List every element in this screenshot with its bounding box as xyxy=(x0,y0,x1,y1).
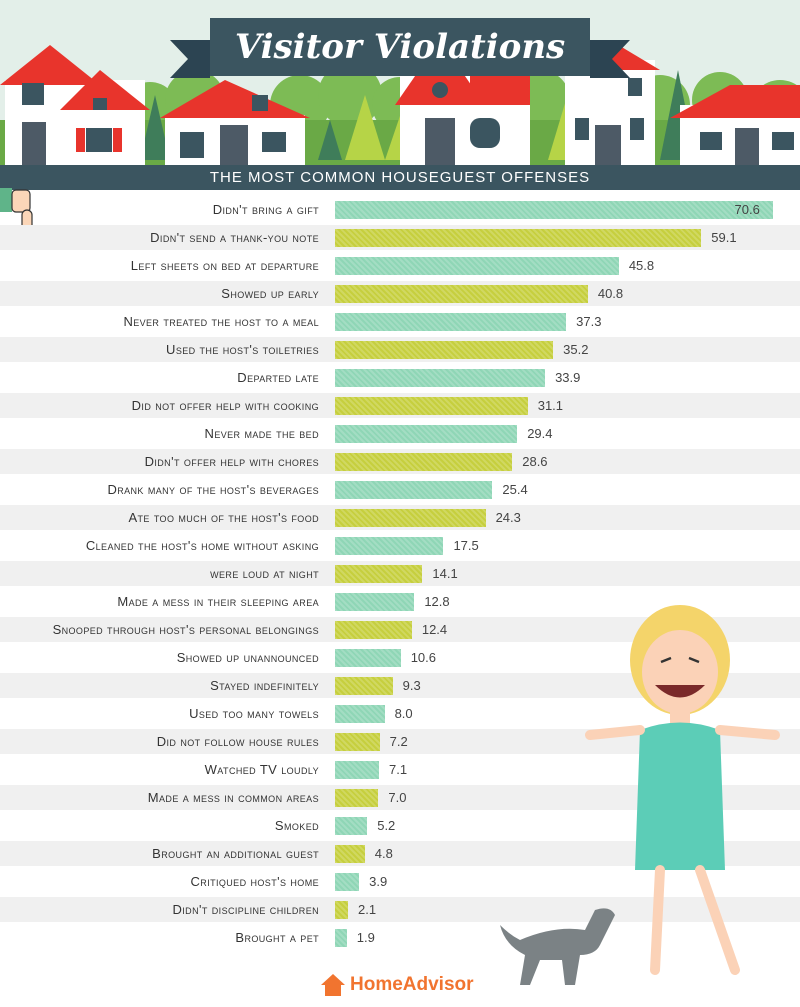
woman-illustration xyxy=(585,600,790,985)
neighborhood-illustration xyxy=(0,0,800,190)
brand-logo: HomeAdvisor xyxy=(320,972,474,998)
bar xyxy=(335,705,385,723)
bar xyxy=(335,873,360,891)
bar-value-label: 45.8 xyxy=(628,258,655,273)
row-stripe xyxy=(0,897,800,922)
bar-value-label: 2.1 xyxy=(358,902,377,917)
bar xyxy=(335,929,347,947)
bar-value-label: 14.1 xyxy=(432,566,458,581)
category-label: Didn't bring a gift xyxy=(212,202,319,217)
category-label: Showed up unannounced xyxy=(176,650,319,665)
category-label: Smoked xyxy=(274,818,319,833)
bar xyxy=(335,509,486,527)
bar xyxy=(335,621,412,639)
bar xyxy=(335,789,379,807)
chart-title: Visitor Violations xyxy=(234,27,566,67)
category-label: Did not follow house rules xyxy=(156,734,319,749)
brand-name: HomeAdvisor xyxy=(350,974,474,995)
category-label: Snooped through host's personal belongin… xyxy=(52,622,319,637)
bar-value-label: 7.0 xyxy=(388,790,407,805)
bar xyxy=(335,257,619,275)
bar-value-label: 35.2 xyxy=(563,342,589,357)
category-label: Made a mess in common areas xyxy=(147,790,319,805)
category-label: Didn't send a thank-you note xyxy=(150,230,319,245)
bar xyxy=(335,481,493,499)
bar xyxy=(335,341,554,359)
category-label: Critiqued host's home xyxy=(190,874,319,889)
bar xyxy=(335,901,348,919)
category-label: Brought a pet xyxy=(235,930,319,945)
category-label: Used too many towels xyxy=(189,706,319,721)
house-logo-icon xyxy=(321,974,345,996)
chart-subtitle: THE MOST COMMON HOUSEGUEST OFFENSES xyxy=(0,165,800,190)
category-label: Cleaned the host's home without asking xyxy=(85,538,319,553)
category-label: Departed late xyxy=(237,370,319,385)
category-label: Drank many of the host's beverages xyxy=(107,482,319,497)
bar-value-label: 29.4 xyxy=(527,426,553,441)
bar-value-label: 25.4 xyxy=(502,482,528,497)
bar xyxy=(335,285,588,303)
category-label: Left sheets on bed at departure xyxy=(130,258,319,273)
bar-value-label: 1.9 xyxy=(356,930,375,945)
bar xyxy=(335,565,423,583)
bar-value-label: 28.6 xyxy=(522,454,548,469)
category-label: Ate too much of the host's food xyxy=(128,510,319,525)
category-label: Stayed indefinitely xyxy=(210,678,319,693)
bar xyxy=(335,453,513,471)
bar-value-label: 10.6 xyxy=(410,650,436,665)
bar xyxy=(335,677,393,695)
bar-value-label: 12.8 xyxy=(424,594,450,609)
category-label: Brought an additional guest xyxy=(152,846,319,861)
bar xyxy=(335,313,567,331)
bar-value-label: 70.6 xyxy=(734,202,760,217)
bar xyxy=(335,369,546,387)
category-label: Didn't offer help with chores xyxy=(144,454,319,469)
dog-illustration xyxy=(500,885,620,990)
bar-value-label: 9.3 xyxy=(402,678,421,693)
category-label: were loud at night xyxy=(210,566,319,581)
header-illustration: Visitor Violations THE MOST COMMON HOUSE… xyxy=(0,0,800,190)
bar xyxy=(335,537,444,555)
bar-value-label: 8.0 xyxy=(394,706,413,721)
bar-value-label: 31.1 xyxy=(537,398,564,413)
bar xyxy=(335,649,401,667)
bar-value-label: 5.2 xyxy=(377,818,396,833)
thumbs-down-icon xyxy=(0,188,42,238)
category-label: Showed up early xyxy=(221,286,319,301)
bar xyxy=(335,593,415,611)
bar xyxy=(335,397,528,415)
category-label: Never treated the host to a meal xyxy=(123,314,319,329)
category-label: Did not offer help with cooking xyxy=(131,398,319,413)
category-label: Didn't discipline children xyxy=(172,902,319,917)
bar xyxy=(335,229,702,247)
category-label: Never made the bed xyxy=(204,426,319,441)
bar-value-label: 40.8 xyxy=(597,286,624,301)
bar-value-label: 33.9 xyxy=(555,370,581,385)
bar-value-label: 3.9 xyxy=(369,874,388,889)
bar-value-label: 24.3 xyxy=(495,510,521,525)
bar-value-label: 4.8 xyxy=(374,846,393,861)
bar-value-label: 12.4 xyxy=(421,622,448,637)
bar xyxy=(335,761,379,779)
bar xyxy=(335,845,365,863)
category-label: Made a mess in their sleeping area xyxy=(117,594,319,609)
bar-value-label: 7.1 xyxy=(389,762,408,777)
bar xyxy=(335,425,518,443)
bar-value-label: 17.5 xyxy=(453,538,479,553)
category-label: Watched TV loudly xyxy=(204,762,319,777)
category-label: Used the host's toiletries xyxy=(166,342,319,357)
bar-value-label: 7.2 xyxy=(389,734,408,749)
bar xyxy=(335,733,380,751)
bar xyxy=(335,201,773,219)
bar-value-label: 37.3 xyxy=(576,314,602,329)
bar-value-label: 59.1 xyxy=(711,230,737,245)
bar xyxy=(335,817,368,835)
